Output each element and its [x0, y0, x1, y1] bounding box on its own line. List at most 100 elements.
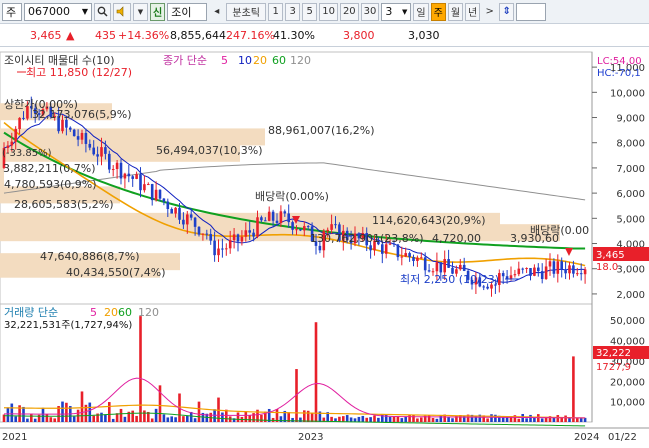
period-10-button[interactable]: 10 [319, 2, 338, 21]
sound-button[interactable] [113, 2, 131, 21]
new-tag[interactable]: 신 [150, 2, 166, 21]
candle-down [127, 173, 131, 177]
extra-input[interactable] [516, 2, 547, 21]
next-button[interactable]: > [482, 3, 497, 21]
candle-up [228, 240, 232, 249]
volume-axis-label: 50,000 [610, 316, 645, 327]
volume-ma-legend-item: 20 [104, 306, 118, 319]
period-20-button[interactable]: 20 [339, 2, 359, 21]
search-button[interactable] [94, 2, 111, 21]
profile-bar [0, 128, 265, 146]
candle-up [556, 261, 560, 274]
volume-bar [459, 415, 462, 422]
year-button[interactable]: 년 [465, 2, 481, 21]
period-prev-button[interactable]: ◂ [209, 3, 224, 21]
candle-up [431, 271, 435, 273]
volume-bar [61, 401, 64, 422]
volume-bar [291, 417, 294, 422]
candle-up [509, 275, 513, 280]
stock-chart[interactable]: 11,000 10,000 9,000 8,000 7,000 6,000 5,000 4,0… [0, 48, 649, 445]
candle-down [252, 232, 255, 237]
candle-down [470, 279, 474, 285]
candle-down [338, 224, 341, 241]
volume-bar [548, 416, 552, 422]
volume-axis-label: 30,000 [610, 357, 645, 368]
volume-bar [392, 415, 396, 422]
candle-up [61, 119, 64, 132]
volume-current-tag-bg [593, 346, 649, 359]
dropdown-button[interactable]: ▼ [133, 2, 148, 21]
candle-down [189, 214, 193, 218]
updown-button[interactable]: ⇕ [499, 2, 515, 21]
volume-bar [53, 418, 56, 422]
candle-down [291, 222, 294, 230]
volume-bar [560, 417, 563, 422]
candle-up [326, 229, 329, 232]
volume-bar [186, 415, 189, 422]
volume-bar [6, 407, 10, 422]
search-icon [97, 6, 108, 17]
candle-up [18, 117, 21, 130]
volume-profile-label: 28,605,583(5,2%) [14, 198, 114, 211]
pct-annotation: (-33.85%) [2, 148, 52, 159]
period-30-button[interactable]: 30 [360, 2, 380, 21]
candle-down [65, 119, 68, 128]
period-1-button[interactable]: 1 [268, 2, 284, 21]
volume-bar [326, 412, 329, 422]
current-price-tag: 3,465 [596, 250, 625, 261]
volume-bar [252, 413, 255, 422]
candle-down [482, 286, 485, 288]
volume-bar [533, 416, 536, 422]
annotations: 11,000 10,000 9,000 8,000 7,000 6,000 5,000 4,0… [2, 54, 649, 443]
chevron-down-icon: ▼ [137, 7, 144, 16]
price-axis-label: 11,000 [610, 63, 645, 74]
candle-up [147, 184, 150, 186]
ma-legend-item: 5 [221, 54, 228, 67]
period-label: 3 [289, 6, 296, 17]
candle-up [435, 262, 439, 272]
volume-bar [498, 415, 501, 422]
candle-down [57, 116, 60, 132]
high-price: 3,800 [343, 29, 375, 42]
candle-down [494, 284, 497, 286]
volume-bar [478, 414, 482, 422]
week-button[interactable]: 주 [430, 2, 446, 21]
count-value: 3 [385, 5, 393, 18]
volume-bar [26, 418, 29, 422]
candle-down [162, 198, 166, 202]
volume-percent: 247.16% [226, 29, 275, 42]
period-3-button[interactable]: 3 [285, 2, 301, 21]
candle-up [513, 274, 517, 276]
day-button[interactable]: 일 [413, 2, 429, 21]
period-5-button[interactable]: 5 [302, 2, 318, 21]
volume-bar [342, 416, 345, 422]
volume-bar [256, 409, 259, 422]
candle-up [100, 147, 103, 157]
candle-up [568, 265, 571, 274]
price-axis-label: 8,000 [616, 139, 645, 150]
candle-down [22, 117, 25, 119]
volume-bar [552, 417, 556, 422]
code-input[interactable]: 067000 ▼ [24, 2, 92, 21]
count-select[interactable]: 3 ▼ [381, 2, 412, 21]
market-select[interactable]: 주 [2, 2, 22, 21]
chevron-down-icon[interactable]: ▼ [81, 7, 88, 16]
stock-name-field[interactable]: 조이 [167, 2, 208, 21]
volume-bar [505, 416, 509, 422]
x-axis-label: 2021 [2, 432, 27, 443]
volume-bar [115, 413, 119, 422]
volume-bar [474, 416, 478, 422]
period-type-button[interactable]: 분초틱 [226, 2, 267, 21]
month-button[interactable]: 월 [447, 2, 464, 21]
volume-bar [154, 408, 158, 422]
candle-down [439, 262, 443, 273]
grid [0, 66, 649, 429]
candle-up [123, 173, 127, 179]
volume-bar [150, 418, 154, 422]
volume-bar [501, 416, 505, 422]
chart-area[interactable]: 11,000 10,000 9,000 8,000 7,000 6,000 5,000 4,0… [0, 48, 649, 445]
volume-bar [33, 418, 37, 422]
candle-up [533, 267, 536, 276]
volume-bar [427, 415, 431, 422]
candle-down [427, 270, 431, 272]
